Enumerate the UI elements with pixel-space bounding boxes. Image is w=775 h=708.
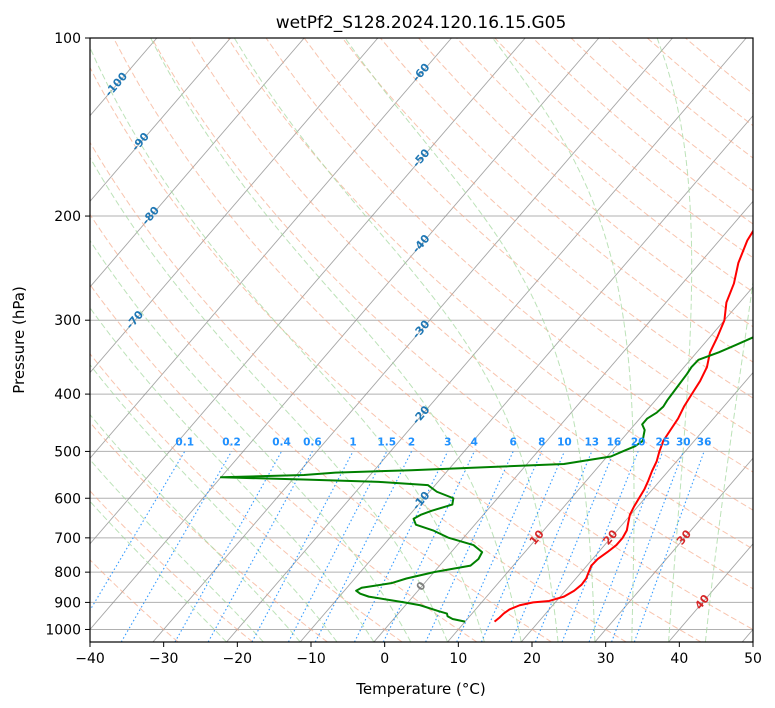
mixing-ratio-line <box>90 451 186 612</box>
x-tick-label: 40 <box>670 651 688 667</box>
y-tick-label: 600 <box>54 491 81 507</box>
mixing-ratio-label: 13 <box>584 436 599 448</box>
dry-adiabat <box>418 38 753 328</box>
plot-frame <box>89 37 754 643</box>
x-tick-label: 0 <box>380 651 389 667</box>
mixing-ratio-label: 0.1 <box>175 436 194 448</box>
moist-adiabat <box>150 38 522 642</box>
moist-adiabat <box>492 38 635 642</box>
mixing-ratio-line <box>354 451 449 642</box>
moist-adiabat <box>90 307 375 642</box>
mixing-ratio-label: 1 <box>349 436 356 448</box>
dry-adiabat <box>90 141 627 642</box>
moist-adiabat <box>704 278 753 642</box>
y-tick-label: 500 <box>54 444 81 460</box>
dry-adiabat <box>189 38 753 550</box>
x-tick-label: 50 <box>744 651 762 667</box>
isotherm-line <box>226 38 747 642</box>
isotherm-line <box>447 286 753 642</box>
dewpoint-profile-line <box>219 336 753 623</box>
y-tick-label: 700 <box>54 531 81 547</box>
isotherm-line <box>594 457 753 642</box>
y-tick-label: 800 <box>54 565 81 581</box>
axis-ticks: −40 −30 −20 −10 0 10 20 30 40 5010020030040050060… <box>45 31 762 667</box>
moist-adiabat <box>656 38 693 642</box>
isotherm-line <box>90 38 305 288</box>
dry-adiabat <box>90 213 552 642</box>
dry-adiabat <box>227 38 753 511</box>
mixing-ratio-label: 20 <box>631 436 646 448</box>
mixing-ratio-label: 2 <box>408 436 415 448</box>
mixing-ratio-label: 6 <box>510 436 517 448</box>
moist-adiabat <box>90 458 264 642</box>
dry-adiabat <box>113 38 753 631</box>
dry-adiabat <box>90 283 478 642</box>
dry-adiabat <box>90 352 403 642</box>
mixing-ratio-label: 8 <box>538 436 545 448</box>
moist-adiabat <box>344 38 596 642</box>
moist-adiabat <box>90 413 301 642</box>
isotherm-line <box>90 38 231 203</box>
moist-adiabat <box>90 156 449 642</box>
data-series <box>219 229 753 623</box>
mixing-ratio-line <box>174 451 283 642</box>
temperature-profile-line <box>493 229 753 623</box>
mixing-ratio-line <box>480 451 565 642</box>
dry-adiabat <box>303 38 753 436</box>
x-tick-label: 30 <box>597 651 615 667</box>
dry-adiabat <box>90 421 328 642</box>
x-tick-label: −30 <box>149 651 179 667</box>
isotherm-line <box>90 38 526 545</box>
x-axis-label: Temperature (°C) <box>355 680 485 698</box>
mixing-ratio-line <box>207 451 313 642</box>
background-lines <box>90 38 753 642</box>
dry-adiabat <box>90 66 702 642</box>
chart-title: wetPf2_S128.2024.120.16.15.G05 <box>276 13 567 33</box>
isotherm-line <box>90 38 452 459</box>
x-tick-label: −40 <box>75 651 105 667</box>
mixing-ratio-label: 0.6 <box>303 436 322 448</box>
dry-adiabat <box>341 38 753 399</box>
mixing-ratio-label: 30 <box>676 436 691 448</box>
x-tick-label: −20 <box>223 651 253 667</box>
y-tick-label: 1000 <box>45 622 81 638</box>
x-tick-label: −10 <box>296 651 326 667</box>
mixing-ratio-label: 0.4 <box>272 436 291 448</box>
x-tick-label: 20 <box>523 651 541 667</box>
isotherm-line <box>90 38 379 374</box>
y-tick-label: 200 <box>54 209 81 225</box>
dry-adiabat <box>90 490 254 642</box>
mixing-ratio-label: 16 <box>607 436 622 448</box>
y-axis-label: Pressure (hPa) <box>10 286 28 394</box>
y-tick-label: 300 <box>54 313 81 329</box>
x-tick-label: 10 <box>449 651 467 667</box>
mixing-ratio-label: 3 <box>444 436 451 448</box>
mixing-ratio-line <box>425 451 514 642</box>
y-tick-label: 900 <box>54 595 81 611</box>
isotherm-line <box>520 371 753 642</box>
mixing-ratio-label: 36 <box>697 436 712 448</box>
isotherm-line <box>152 38 673 642</box>
moist-adiabat <box>233 38 559 642</box>
mixing-ratio-label: 25 <box>656 436 671 448</box>
mixing-ratio-line <box>120 451 233 642</box>
mixing-ratio-line <box>510 451 593 642</box>
mixing-ratio-label: 0.2 <box>222 436 241 448</box>
mixing-ratio-label: 1.5 <box>377 436 396 448</box>
mixing-ratio-line <box>633 451 705 642</box>
dry-adiabat <box>456 38 753 293</box>
mixing-ratio-label: 10 <box>557 436 572 448</box>
mixing-ratio-label: 4 <box>471 436 478 448</box>
y-tick-label: 100 <box>54 31 81 47</box>
moist-adiabat <box>90 500 227 642</box>
mixing-ratio-line <box>456 451 543 642</box>
y-tick-label: 400 <box>54 387 81 403</box>
moist-adiabat <box>90 363 338 642</box>
